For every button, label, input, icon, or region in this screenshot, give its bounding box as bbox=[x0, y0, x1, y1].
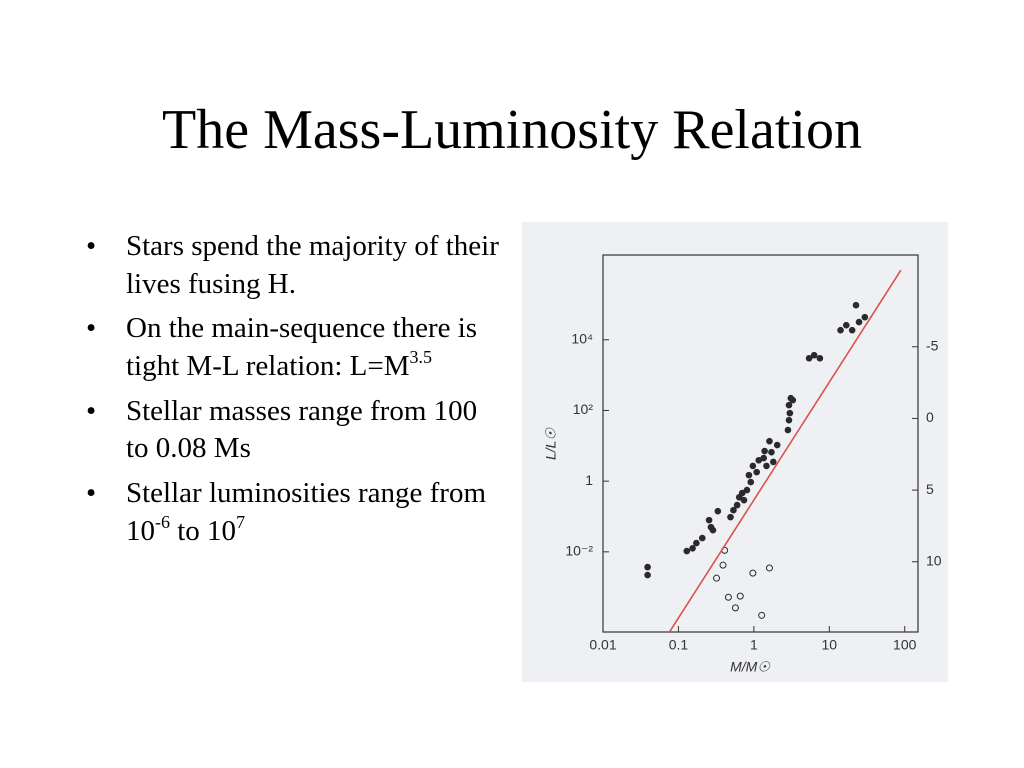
superscript: -6 bbox=[155, 511, 170, 532]
filled-point bbox=[789, 396, 797, 404]
y-tick-label: 10⁴ bbox=[571, 330, 593, 346]
superscript: 3.5 bbox=[409, 347, 433, 368]
filled-point bbox=[760, 454, 767, 462]
y2-tick-label: 10 bbox=[926, 552, 942, 568]
filled-point bbox=[761, 447, 768, 455]
filled-point bbox=[738, 489, 746, 497]
filled-point bbox=[855, 318, 863, 326]
filled-point bbox=[848, 326, 856, 334]
filled-point bbox=[784, 426, 792, 434]
filled-point bbox=[852, 301, 860, 309]
plot-frame bbox=[602, 254, 919, 633]
superscript: 7 bbox=[236, 511, 246, 532]
filled-point bbox=[785, 401, 793, 409]
y-tick-label: 10⁻² bbox=[565, 543, 593, 559]
x-tick-label: 1 bbox=[750, 637, 758, 653]
slide-title: The Mass-Luminosity Relation bbox=[162, 99, 862, 161]
open-point bbox=[758, 611, 766, 619]
filled-point bbox=[730, 506, 737, 514]
filled-point bbox=[763, 462, 770, 470]
filled-point bbox=[709, 526, 717, 534]
bullet: Stellar masses range from 100 to 0.08 Ms bbox=[82, 393, 502, 468]
filled-point bbox=[753, 468, 760, 476]
filled-point bbox=[747, 478, 755, 486]
filled-point bbox=[745, 471, 753, 479]
y2-tick-label: 5 bbox=[926, 481, 934, 497]
x-tick-label: 100 bbox=[893, 637, 917, 653]
filled-point bbox=[768, 448, 775, 456]
filled-point bbox=[683, 547, 691, 555]
chart-background bbox=[522, 222, 948, 682]
x-tick-label: 0.1 bbox=[669, 637, 689, 653]
fit-line bbox=[668, 269, 902, 632]
filled-point bbox=[733, 501, 741, 509]
bullet: On the main-sequence there is tight M-L … bbox=[82, 310, 502, 385]
open-point bbox=[724, 593, 732, 601]
bullet-text: Stars spend the majority of their lives … bbox=[126, 230, 507, 300]
y-axis-label: L/L☉ bbox=[543, 427, 559, 460]
filled-point bbox=[749, 462, 757, 470]
filled-point bbox=[861, 313, 869, 321]
filled-point bbox=[693, 539, 700, 547]
filled-point bbox=[755, 456, 763, 464]
open-point bbox=[736, 592, 744, 600]
open-point bbox=[731, 604, 739, 612]
x-axis-label: M/M☉ bbox=[730, 659, 771, 675]
bullet-text: to 10 bbox=[170, 514, 237, 547]
y-tick-label: 1 bbox=[585, 472, 593, 488]
filled-point bbox=[842, 321, 850, 329]
bullet-text: On the main-sequence there is tight M-L … bbox=[126, 312, 485, 383]
open-point bbox=[749, 569, 757, 577]
filled-point bbox=[727, 513, 734, 521]
y2-tick-label: -5 bbox=[926, 337, 939, 353]
bullet-text: Stellar luminosities range from 10 bbox=[126, 477, 494, 547]
y2-tick-label: 0 bbox=[926, 409, 934, 425]
y-tick-label: 10² bbox=[573, 401, 594, 417]
filled-point bbox=[689, 544, 696, 552]
filled-point bbox=[786, 409, 794, 417]
bullet-text: Stellar masses range from 100 to 0.08 Ms bbox=[126, 394, 485, 465]
filled-point bbox=[743, 486, 751, 494]
x-tick-label: 0.01 bbox=[589, 637, 616, 653]
filled-point bbox=[769, 458, 777, 466]
filled-point bbox=[644, 563, 651, 571]
open-point bbox=[765, 564, 773, 572]
x-tick-label: 10 bbox=[821, 637, 837, 653]
bullet: Stars spend the majority of their lives … bbox=[82, 228, 502, 303]
open-point bbox=[719, 561, 727, 569]
filled-point bbox=[785, 416, 793, 424]
filled-point bbox=[805, 354, 813, 362]
filled-point bbox=[816, 354, 824, 362]
filled-point bbox=[740, 496, 748, 504]
filled-point bbox=[705, 516, 713, 524]
open-point bbox=[713, 574, 721, 582]
bullet-list: Stars spend the majority of their lives … bbox=[82, 228, 502, 558]
filled-point bbox=[773, 441, 781, 449]
filled-point bbox=[810, 351, 818, 359]
filled-point bbox=[698, 534, 706, 542]
filled-point bbox=[766, 437, 773, 445]
filled-point bbox=[837, 326, 844, 334]
bullet: Stellar luminosities range from 10-6 to … bbox=[82, 475, 502, 550]
filled-point bbox=[714, 507, 722, 515]
filled-point bbox=[644, 571, 651, 579]
